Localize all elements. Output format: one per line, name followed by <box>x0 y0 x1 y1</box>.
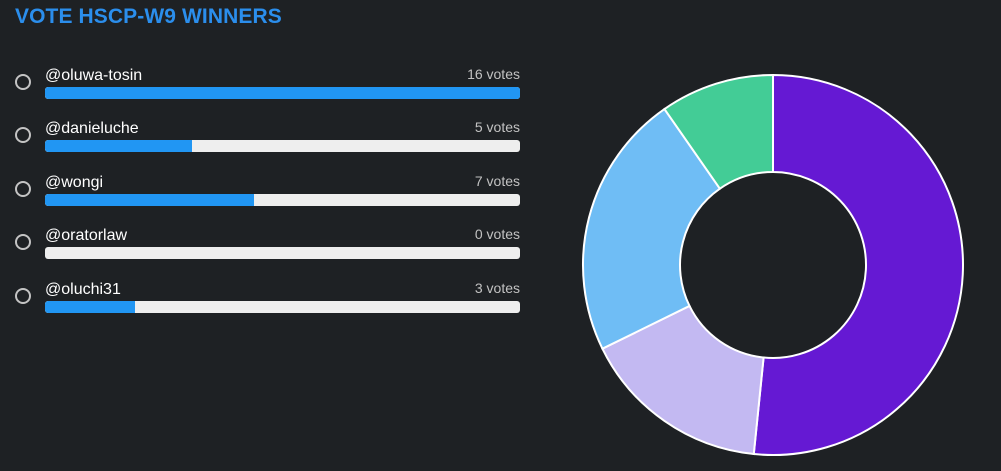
progress-bar-fill <box>45 87 520 99</box>
option-label: @oluchi31 <box>45 281 121 298</box>
progress-bar-fill <box>45 194 254 206</box>
donut-slice-oluwa-tosin <box>752 73 964 456</box>
progress-bar <box>45 87 520 99</box>
poll-option-oluwa-tosin[interactable]: @oluwa-tosin 16 votes <box>14 66 520 107</box>
option-vote-count: 0 votes <box>474 226 520 242</box>
option-label: @oratorlaw <box>45 227 128 244</box>
donut-slice-wongi <box>582 107 722 351</box>
option-label: @wongi <box>45 174 104 191</box>
radio-button[interactable] <box>15 127 31 143</box>
progress-bar <box>45 301 520 313</box>
poll-title: VOTE HSCP-W9 WINNERS <box>15 5 282 28</box>
poll-option-oratorlaw[interactable]: @oratorlaw 0 votes <box>14 226 520 267</box>
option-vote-count: 16 votes <box>467 66 520 82</box>
option-vote-count: 5 votes <box>474 119 520 135</box>
poll-option-oluchi31[interactable]: @oluchi31 3 votes <box>14 280 520 321</box>
option-label: @oluwa-tosin <box>45 67 143 84</box>
radio-button[interactable] <box>15 234 31 250</box>
donut-slice-danieluche <box>601 304 765 456</box>
radio-button[interactable] <box>15 288 31 304</box>
radio-button[interactable] <box>15 181 31 197</box>
donut-chart-svg <box>582 73 964 456</box>
donut-slice-oluchi31 <box>663 73 774 191</box>
progress-bar-fill <box>45 140 193 152</box>
radio-button[interactable] <box>15 74 31 90</box>
option-vote-count: 3 votes <box>474 280 520 296</box>
progress-bar-fill <box>45 301 136 313</box>
option-vote-count: 7 votes <box>474 173 520 189</box>
progress-bar <box>45 140 520 152</box>
progress-bar <box>45 194 520 206</box>
donut-chart <box>574 66 972 464</box>
progress-bar <box>45 247 520 259</box>
poll-option-wongi[interactable]: @wongi 7 votes <box>14 173 520 214</box>
option-label: @danieluche <box>45 120 139 137</box>
poll-option-danieluche[interactable]: @danieluche 5 votes <box>14 119 520 160</box>
